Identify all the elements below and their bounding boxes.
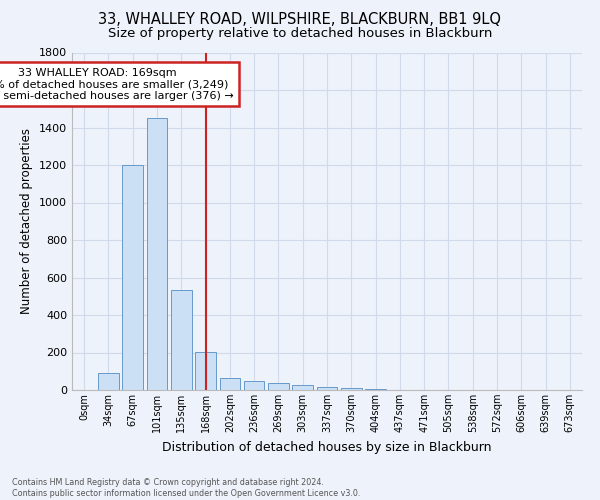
Bar — [268, 383, 289, 390]
Bar — [341, 388, 362, 390]
Y-axis label: Number of detached properties: Number of detached properties — [20, 128, 34, 314]
Text: 33, WHALLEY ROAD, WILPSHIRE, BLACKBURN, BB1 9LQ: 33, WHALLEY ROAD, WILPSHIRE, BLACKBURN, … — [98, 12, 502, 28]
Text: Contains HM Land Registry data © Crown copyright and database right 2024.
Contai: Contains HM Land Registry data © Crown c… — [12, 478, 361, 498]
X-axis label: Distribution of detached houses by size in Blackburn: Distribution of detached houses by size … — [162, 440, 492, 454]
Bar — [244, 381, 265, 390]
Bar — [122, 165, 143, 390]
Bar — [317, 386, 337, 390]
Bar — [365, 389, 386, 390]
Bar — [220, 378, 240, 390]
Bar — [292, 386, 313, 390]
Text: Size of property relative to detached houses in Blackburn: Size of property relative to detached ho… — [108, 28, 492, 40]
Bar — [195, 352, 216, 390]
Bar — [146, 118, 167, 390]
Bar — [171, 290, 191, 390]
Bar — [98, 373, 119, 390]
Text: 33 WHALLEY ROAD: 169sqm  
← 89% of detached houses are smaller (3,249)
10% of se: 33 WHALLEY ROAD: 169sqm ← 89% of detache… — [0, 68, 234, 100]
